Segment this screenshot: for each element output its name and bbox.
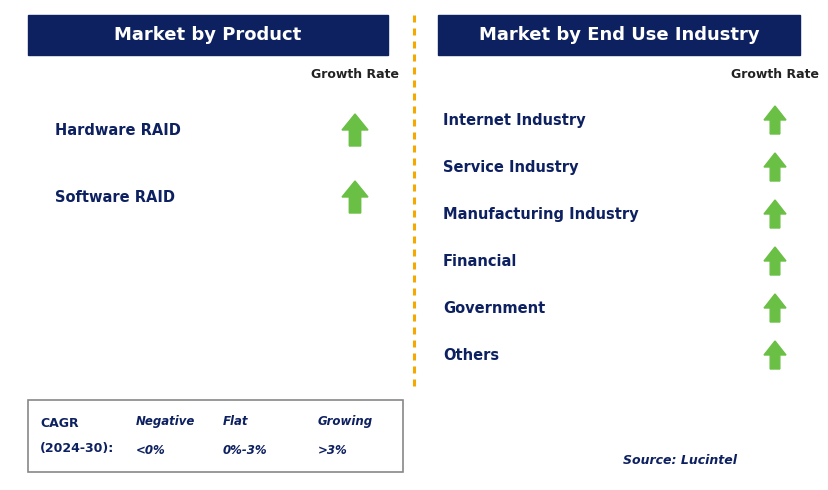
Text: Market by End Use Industry: Market by End Use Industry [478,26,758,44]
Text: 0%-3%: 0%-3% [223,444,267,457]
Text: Manufacturing Industry: Manufacturing Industry [442,206,638,221]
Text: CAGR: CAGR [40,417,79,430]
FancyBboxPatch shape [437,15,799,55]
Text: >3%: >3% [318,444,347,457]
Polygon shape [763,200,785,228]
Text: Service Industry: Service Industry [442,160,578,174]
Text: Growing: Growing [318,415,373,428]
Text: Software RAID: Software RAID [55,190,175,204]
Text: Source: Lucintel: Source: Lucintel [623,454,736,466]
Text: <0%: <0% [136,444,166,457]
Text: Negative: Negative [136,415,195,428]
Text: Growth Rate: Growth Rate [730,69,818,81]
Polygon shape [252,426,280,446]
Polygon shape [763,294,785,322]
Polygon shape [763,153,785,181]
Text: Financial: Financial [442,253,517,269]
Text: Internet Industry: Internet Industry [442,113,585,127]
Text: Hardware RAID: Hardware RAID [55,122,181,138]
Polygon shape [357,422,378,450]
Text: Government: Government [442,300,545,316]
Polygon shape [763,106,785,134]
Text: Flat: Flat [223,415,248,428]
Text: Others: Others [442,347,498,363]
Text: (2024-30):: (2024-30): [40,442,114,455]
Polygon shape [173,422,193,450]
Polygon shape [342,181,368,213]
Polygon shape [763,247,785,275]
Polygon shape [342,114,368,146]
Polygon shape [763,341,785,369]
Text: Market by Product: Market by Product [114,26,301,44]
FancyBboxPatch shape [28,15,388,55]
FancyBboxPatch shape [28,400,402,472]
Text: Growth Rate: Growth Rate [310,69,398,81]
